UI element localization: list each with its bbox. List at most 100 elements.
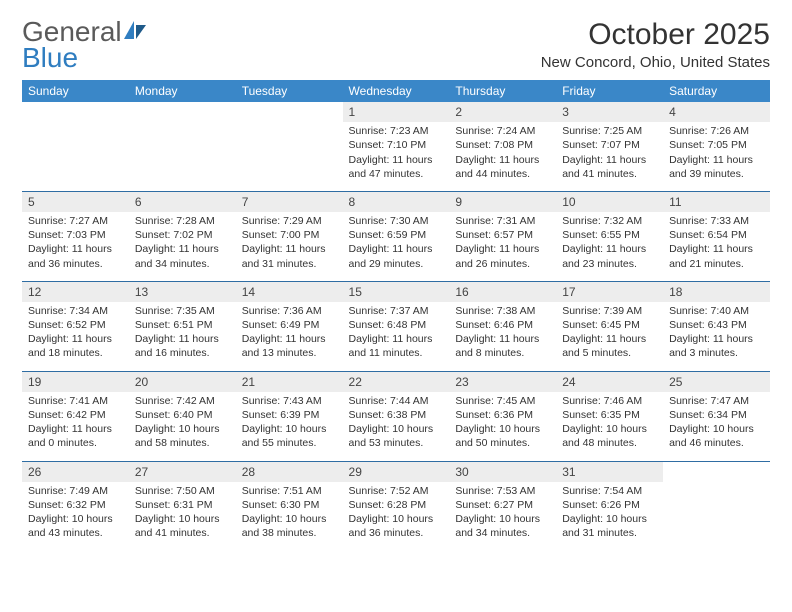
day-number: 21 xyxy=(236,372,343,392)
day-body: Sunrise: 7:37 AMSunset: 6:48 PMDaylight:… xyxy=(343,302,450,371)
day-cell: 20Sunrise: 7:42 AMSunset: 6:40 PMDayligh… xyxy=(129,371,236,461)
sunset-text: Sunset: 6:34 PM xyxy=(669,408,764,422)
day-number: 5 xyxy=(22,192,129,212)
daylight-text: Daylight: 10 hours and 50 minutes. xyxy=(455,422,550,450)
sunset-text: Sunset: 6:30 PM xyxy=(242,498,337,512)
day-cell: 5Sunrise: 7:27 AMSunset: 7:03 PMDaylight… xyxy=(22,191,129,281)
day-cell: 26Sunrise: 7:49 AMSunset: 6:32 PMDayligh… xyxy=(22,461,129,550)
sunrise-text: Sunrise: 7:27 AM xyxy=(28,214,123,228)
sunset-text: Sunset: 6:26 PM xyxy=(562,498,657,512)
day-body: Sunrise: 7:47 AMSunset: 6:34 PMDaylight:… xyxy=(663,392,770,461)
location: New Concord, Ohio, United States xyxy=(541,54,770,71)
month-title: October 2025 xyxy=(541,18,770,52)
day-number: 2 xyxy=(449,102,556,122)
day-number: 20 xyxy=(129,372,236,392)
day-number: 27 xyxy=(129,462,236,482)
day-body: Sunrise: 7:28 AMSunset: 7:02 PMDaylight:… xyxy=(129,212,236,281)
sunset-text: Sunset: 6:55 PM xyxy=(562,228,657,242)
day-cell: 14Sunrise: 7:36 AMSunset: 6:49 PMDayligh… xyxy=(236,281,343,371)
week-row: 26Sunrise: 7:49 AMSunset: 6:32 PMDayligh… xyxy=(22,461,770,550)
day-header: Tuesday xyxy=(236,80,343,102)
daylight-text: Daylight: 11 hours and 31 minutes. xyxy=(242,242,337,270)
day-number: 28 xyxy=(236,462,343,482)
day-body: Sunrise: 7:46 AMSunset: 6:35 PMDaylight:… xyxy=(556,392,663,461)
sunrise-text: Sunrise: 7:44 AM xyxy=(349,394,444,408)
sunset-text: Sunset: 6:36 PM xyxy=(455,408,550,422)
day-cell: 6Sunrise: 7:28 AMSunset: 7:02 PMDaylight… xyxy=(129,191,236,281)
day-body: Sunrise: 7:24 AMSunset: 7:08 PMDaylight:… xyxy=(449,122,556,191)
day-body: Sunrise: 7:43 AMSunset: 6:39 PMDaylight:… xyxy=(236,392,343,461)
day-body: Sunrise: 7:49 AMSunset: 6:32 PMDaylight:… xyxy=(22,482,129,551)
day-body: Sunrise: 7:36 AMSunset: 6:49 PMDaylight:… xyxy=(236,302,343,371)
sunset-text: Sunset: 6:43 PM xyxy=(669,318,764,332)
day-number: 24 xyxy=(556,372,663,392)
day-cell xyxy=(22,102,129,191)
sunrise-text: Sunrise: 7:45 AM xyxy=(455,394,550,408)
sunrise-text: Sunrise: 7:37 AM xyxy=(349,304,444,318)
day-cell: 19Sunrise: 7:41 AMSunset: 6:42 PMDayligh… xyxy=(22,371,129,461)
daylight-text: Daylight: 10 hours and 43 minutes. xyxy=(28,512,123,540)
sunset-text: Sunset: 6:40 PM xyxy=(135,408,230,422)
daylight-text: Daylight: 10 hours and 55 minutes. xyxy=(242,422,337,450)
daylight-text: Daylight: 10 hours and 46 minutes. xyxy=(669,422,764,450)
sunrise-text: Sunrise: 7:33 AM xyxy=(669,214,764,228)
daylight-text: Daylight: 10 hours and 53 minutes. xyxy=(349,422,444,450)
day-cell: 7Sunrise: 7:29 AMSunset: 7:00 PMDaylight… xyxy=(236,191,343,281)
sunset-text: Sunset: 7:03 PM xyxy=(28,228,123,242)
day-cell: 15Sunrise: 7:37 AMSunset: 6:48 PMDayligh… xyxy=(343,281,450,371)
day-number: 11 xyxy=(663,192,770,212)
day-cell xyxy=(236,102,343,191)
day-number: 13 xyxy=(129,282,236,302)
day-body: Sunrise: 7:51 AMSunset: 6:30 PMDaylight:… xyxy=(236,482,343,551)
daylight-text: Daylight: 11 hours and 44 minutes. xyxy=(455,153,550,181)
day-cell: 8Sunrise: 7:30 AMSunset: 6:59 PMDaylight… xyxy=(343,191,450,281)
daylight-text: Daylight: 11 hours and 13 minutes. xyxy=(242,332,337,360)
sail-icon xyxy=(124,20,150,48)
sunset-text: Sunset: 7:08 PM xyxy=(455,138,550,152)
day-number: 14 xyxy=(236,282,343,302)
daylight-text: Daylight: 11 hours and 8 minutes. xyxy=(455,332,550,360)
daylight-text: Daylight: 10 hours and 38 minutes. xyxy=(242,512,337,540)
day-number: 26 xyxy=(22,462,129,482)
sunset-text: Sunset: 6:48 PM xyxy=(349,318,444,332)
day-number: 18 xyxy=(663,282,770,302)
day-cell: 27Sunrise: 7:50 AMSunset: 6:31 PMDayligh… xyxy=(129,461,236,550)
day-number: 17 xyxy=(556,282,663,302)
sunrise-text: Sunrise: 7:53 AM xyxy=(455,484,550,498)
sunrise-text: Sunrise: 7:36 AM xyxy=(242,304,337,318)
day-cell: 2Sunrise: 7:24 AMSunset: 7:08 PMDaylight… xyxy=(449,102,556,191)
day-cell: 17Sunrise: 7:39 AMSunset: 6:45 PMDayligh… xyxy=(556,281,663,371)
sunrise-text: Sunrise: 7:23 AM xyxy=(349,124,444,138)
day-body: Sunrise: 7:53 AMSunset: 6:27 PMDaylight:… xyxy=(449,482,556,551)
day-number: 15 xyxy=(343,282,450,302)
sunset-text: Sunset: 6:27 PM xyxy=(455,498,550,512)
sunset-text: Sunset: 6:46 PM xyxy=(455,318,550,332)
day-number: 31 xyxy=(556,462,663,482)
daylight-text: Daylight: 11 hours and 21 minutes. xyxy=(669,242,764,270)
day-body: Sunrise: 7:31 AMSunset: 6:57 PMDaylight:… xyxy=(449,212,556,281)
day-body: Sunrise: 7:26 AMSunset: 7:05 PMDaylight:… xyxy=(663,122,770,191)
sunset-text: Sunset: 6:59 PM xyxy=(349,228,444,242)
daylight-text: Daylight: 11 hours and 47 minutes. xyxy=(349,153,444,181)
day-body: Sunrise: 7:45 AMSunset: 6:36 PMDaylight:… xyxy=(449,392,556,461)
daylight-text: Daylight: 10 hours and 48 minutes. xyxy=(562,422,657,450)
daylight-text: Daylight: 10 hours and 58 minutes. xyxy=(135,422,230,450)
day-number: 12 xyxy=(22,282,129,302)
day-number: 3 xyxy=(556,102,663,122)
sunrise-text: Sunrise: 7:28 AM xyxy=(135,214,230,228)
daylight-text: Daylight: 10 hours and 41 minutes. xyxy=(135,512,230,540)
sunrise-text: Sunrise: 7:47 AM xyxy=(669,394,764,408)
daylight-text: Daylight: 11 hours and 39 minutes. xyxy=(669,153,764,181)
day-body: Sunrise: 7:50 AMSunset: 6:31 PMDaylight:… xyxy=(129,482,236,551)
day-body: Sunrise: 7:34 AMSunset: 6:52 PMDaylight:… xyxy=(22,302,129,371)
sunset-text: Sunset: 6:35 PM xyxy=(562,408,657,422)
daylight-text: Daylight: 11 hours and 29 minutes. xyxy=(349,242,444,270)
day-cell: 4Sunrise: 7:26 AMSunset: 7:05 PMDaylight… xyxy=(663,102,770,191)
sunset-text: Sunset: 7:07 PM xyxy=(562,138,657,152)
day-cell: 18Sunrise: 7:40 AMSunset: 6:43 PMDayligh… xyxy=(663,281,770,371)
sunrise-text: Sunrise: 7:25 AM xyxy=(562,124,657,138)
day-cell: 29Sunrise: 7:52 AMSunset: 6:28 PMDayligh… xyxy=(343,461,450,550)
sunrise-text: Sunrise: 7:41 AM xyxy=(28,394,123,408)
daylight-text: Daylight: 11 hours and 41 minutes. xyxy=(562,153,657,181)
day-number: 29 xyxy=(343,462,450,482)
